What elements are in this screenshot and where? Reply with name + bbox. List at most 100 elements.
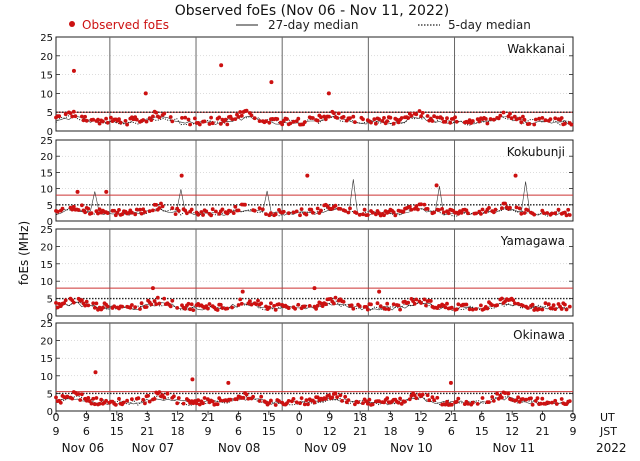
observed-point xyxy=(327,114,331,119)
observed-point xyxy=(70,114,75,119)
observed-point xyxy=(147,209,152,214)
y-tick-label: 5 xyxy=(47,108,53,119)
observed-point xyxy=(267,305,272,310)
observed-point xyxy=(89,401,94,406)
observed-point xyxy=(252,208,257,213)
observed-point xyxy=(193,116,197,121)
observed-point xyxy=(332,301,336,306)
observed-point xyxy=(470,400,475,405)
station-name: Okinawa xyxy=(513,328,565,342)
observed-point xyxy=(251,394,256,399)
observed-point xyxy=(550,306,554,311)
observed-point xyxy=(162,111,167,116)
observed-point xyxy=(393,213,398,218)
observed-point xyxy=(521,397,525,401)
observed-point xyxy=(533,399,538,403)
observed-point xyxy=(519,120,524,125)
observed-point xyxy=(207,122,212,126)
observed-point xyxy=(456,302,461,307)
observed-point xyxy=(414,112,419,117)
observed-point xyxy=(323,117,328,122)
observed-point xyxy=(365,401,370,406)
observed-point xyxy=(512,114,517,119)
observed-point xyxy=(506,391,511,396)
observed-point xyxy=(63,112,68,117)
observed-point xyxy=(176,396,181,400)
observed-point xyxy=(315,206,320,211)
observed-point xyxy=(189,207,194,212)
observed-point xyxy=(354,211,359,215)
observed-point xyxy=(196,398,201,403)
observed-point xyxy=(257,399,262,403)
observed-point xyxy=(563,210,567,215)
observed-point xyxy=(244,392,249,397)
jst-tick-label: 9 xyxy=(417,425,424,438)
observed-point xyxy=(430,395,435,400)
observed-point xyxy=(154,203,159,207)
observed-point xyxy=(58,400,63,405)
station-name: Yamagawa xyxy=(500,234,565,248)
observed-point xyxy=(336,111,341,116)
observed-point xyxy=(406,300,411,305)
observed-point xyxy=(516,301,520,306)
y-tick-label: 25 xyxy=(40,33,53,44)
observed-point xyxy=(525,306,530,310)
ut-tick-label: 18 xyxy=(110,411,124,424)
observed-point xyxy=(298,401,302,406)
observed-point xyxy=(454,307,459,312)
observed-point xyxy=(540,116,545,120)
observed-point xyxy=(474,307,478,311)
observed-point xyxy=(238,297,243,302)
observed-point xyxy=(391,121,396,126)
observed-point xyxy=(71,300,76,305)
observed-outlier-point xyxy=(240,289,245,294)
observed-point xyxy=(333,203,338,208)
observed-point xyxy=(154,302,159,307)
y-tick-label: 25 xyxy=(40,136,53,147)
observed-point xyxy=(416,207,420,212)
observed-point xyxy=(307,304,312,308)
station-name: Wakkanai xyxy=(507,42,565,56)
observed-point xyxy=(94,396,99,400)
observed-point xyxy=(138,307,142,311)
observed-outlier-point xyxy=(448,380,453,385)
y-tick-label: 20 xyxy=(40,242,53,253)
observed-point xyxy=(244,108,249,113)
observed-point xyxy=(54,301,58,305)
observed-point xyxy=(315,118,320,123)
observed-point xyxy=(181,401,186,406)
observed-point xyxy=(275,117,280,121)
observed-point xyxy=(294,400,299,405)
observed-point xyxy=(260,207,265,212)
observed-point xyxy=(327,393,331,398)
observed-point xyxy=(477,119,482,124)
observed-point xyxy=(204,209,209,214)
observed-point xyxy=(491,210,496,215)
observed-point xyxy=(362,207,367,212)
observed-point xyxy=(414,396,419,401)
observed-point xyxy=(485,121,490,126)
observed-point xyxy=(537,116,541,121)
observed-point xyxy=(567,213,572,217)
observed-point xyxy=(296,116,301,121)
observed-point xyxy=(338,393,343,398)
observed-point xyxy=(551,303,556,308)
ut-tick-label: 6 xyxy=(478,411,485,424)
observed-point xyxy=(259,394,264,399)
observed-point xyxy=(508,111,512,116)
observed-point xyxy=(120,304,125,309)
observed-point xyxy=(238,110,243,114)
observed-point xyxy=(76,208,81,212)
observed-point xyxy=(424,303,428,308)
chart-title: Observed foEs (Nov 06 - Nov 11, 2022) xyxy=(175,3,449,19)
observed-point xyxy=(249,302,254,307)
observed-point xyxy=(514,398,519,402)
ut-label: UT xyxy=(600,411,615,424)
observed-point xyxy=(346,210,351,215)
day-label: Nov 10 xyxy=(390,441,433,455)
observed-point xyxy=(80,203,84,208)
observed-point xyxy=(272,304,276,308)
observed-point xyxy=(396,400,401,405)
observed-point xyxy=(80,114,84,119)
observed-point xyxy=(170,119,175,124)
